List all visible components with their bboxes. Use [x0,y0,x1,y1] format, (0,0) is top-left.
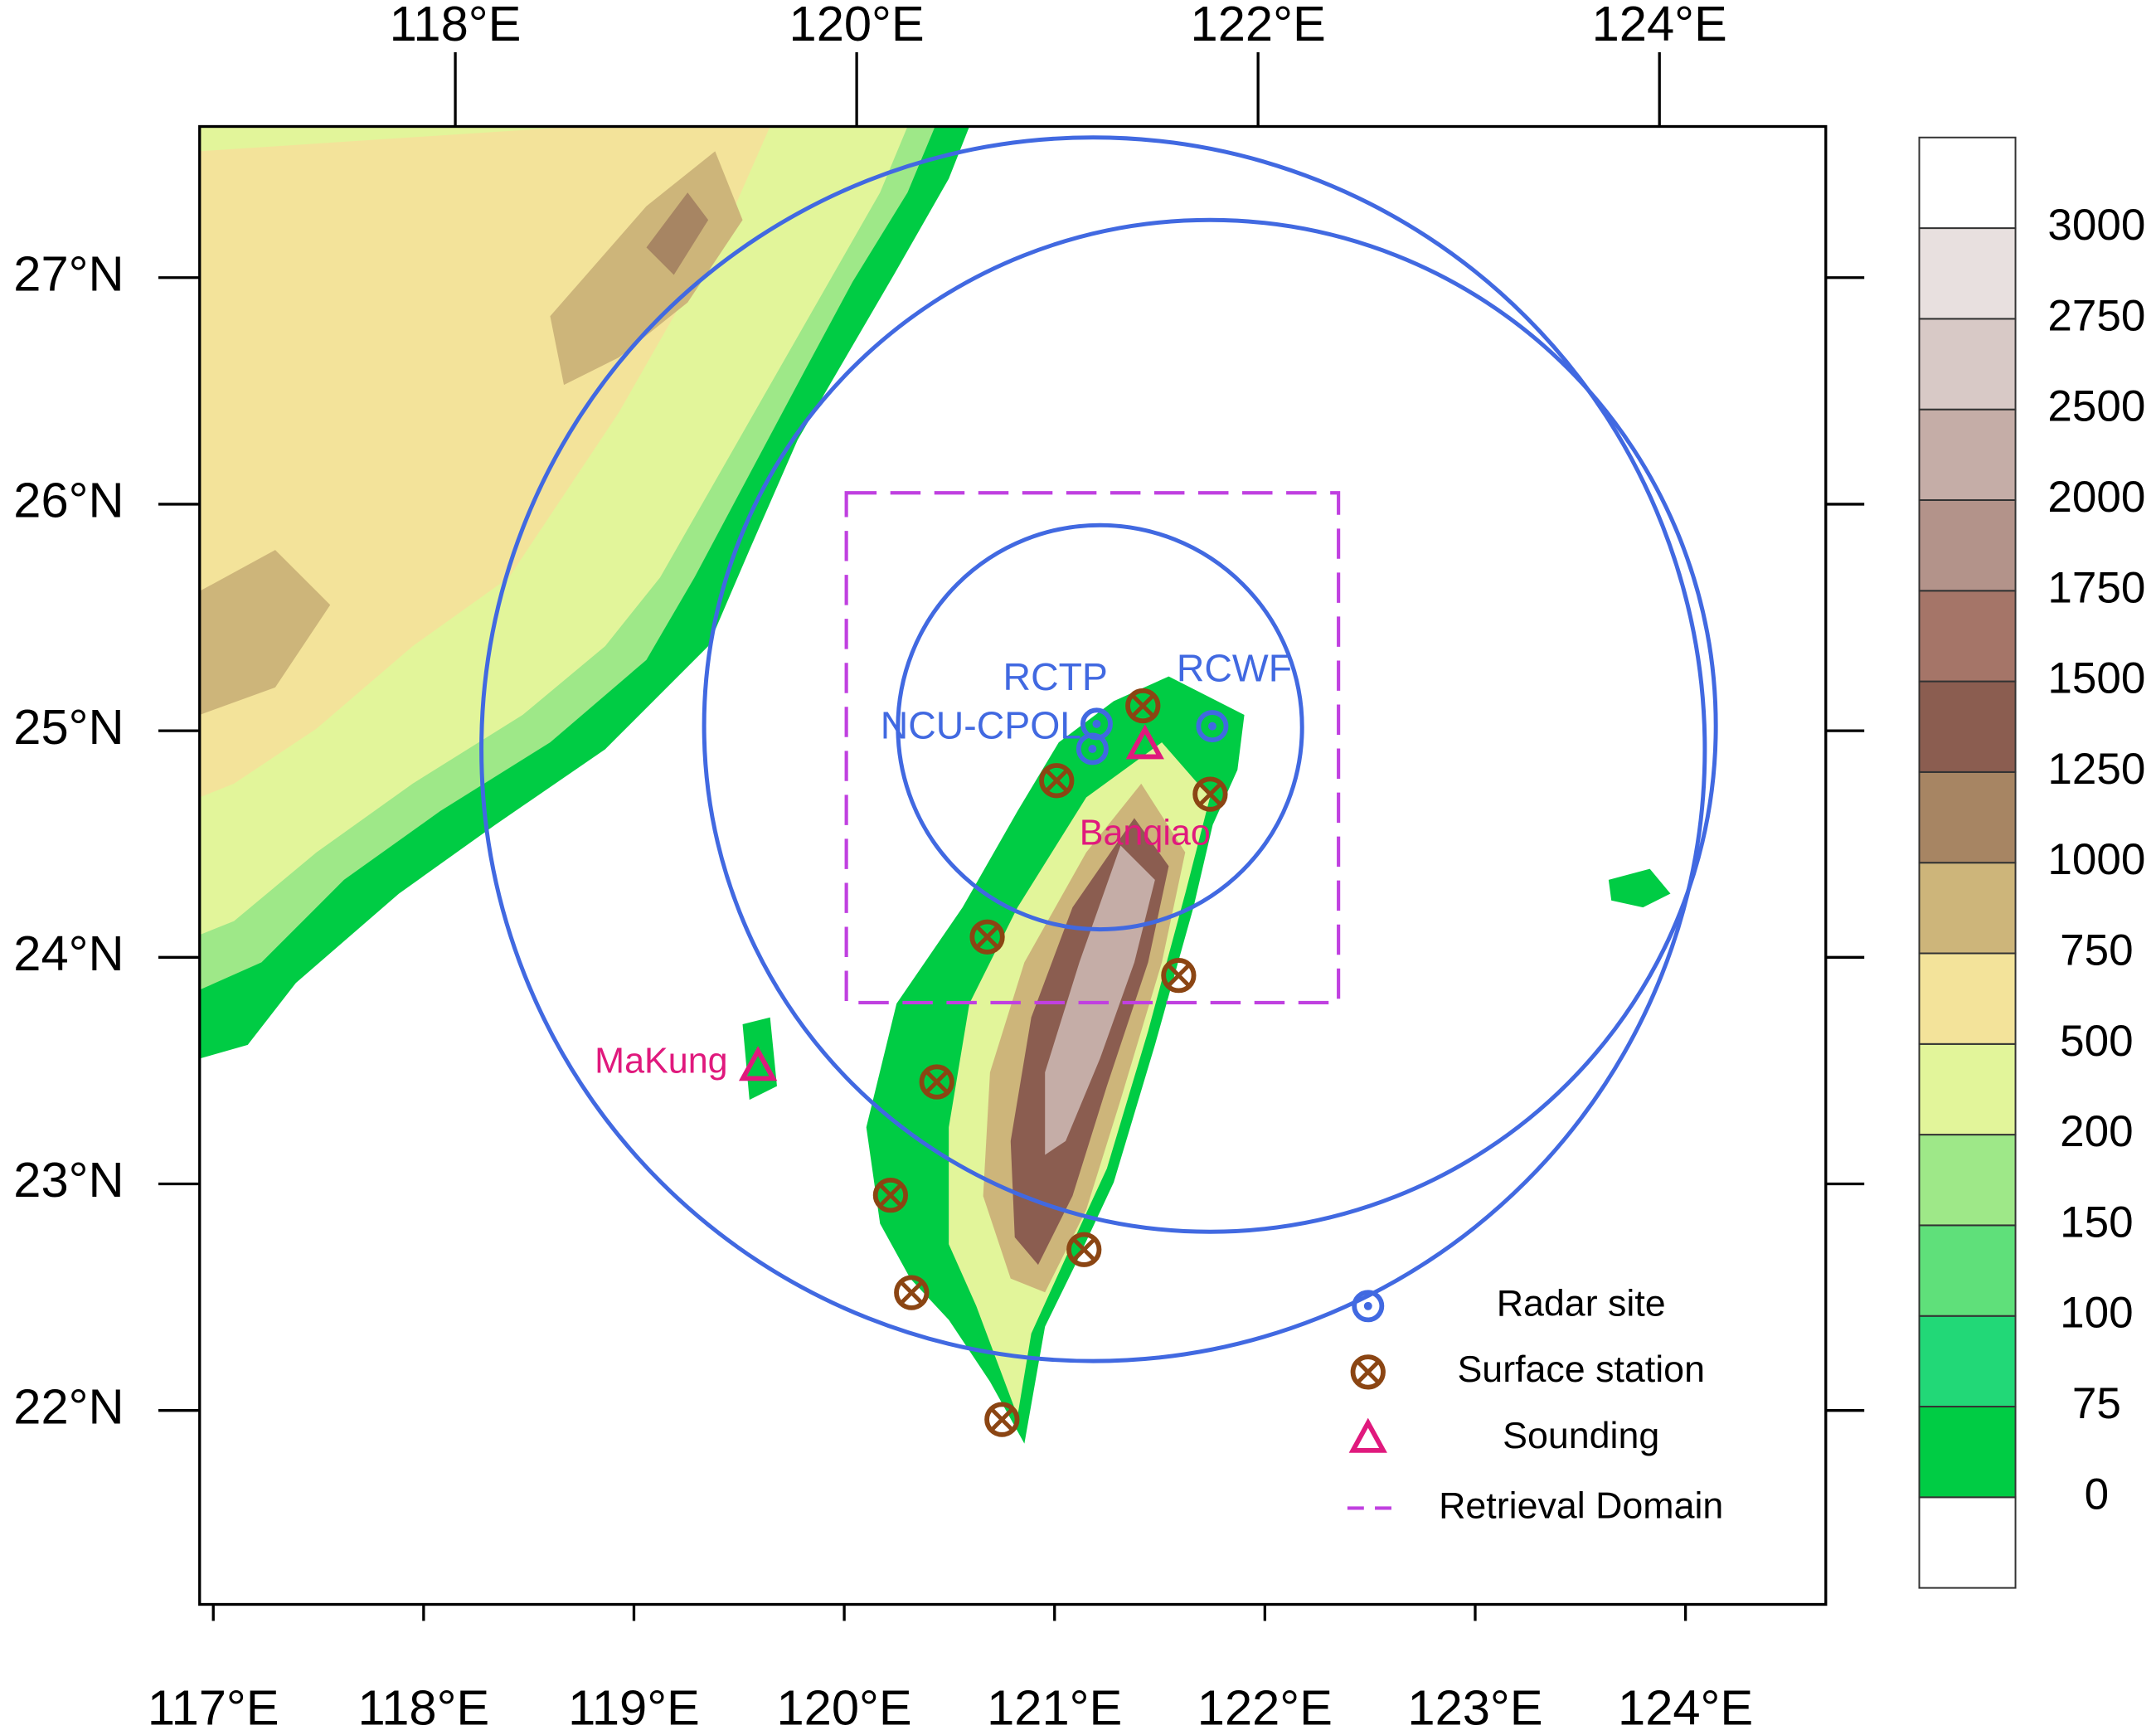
x-tick-label: 119°E [568,1680,700,1735]
colorbar-box [1918,1496,2017,1589]
radar-site [1196,710,1229,743]
surface-station [969,919,1005,955]
colorbar-box [1918,136,2017,230]
colorbar-label: 2000 [2047,473,2145,522]
colorbar-box [1918,498,2017,592]
surface-station [919,1064,954,1100]
colorbar-box [1918,408,2017,501]
colorbar-label: 500 [2060,1017,2133,1066]
land-china-peak [646,192,709,275]
colorbar-box [1918,1406,2017,1499]
colorbar-box [1918,227,2017,320]
colorbar-box [1918,1315,2017,1408]
radar-site [1352,1290,1385,1323]
colorbar-label: 0 [2085,1470,2110,1519]
colorbar-box [1918,1224,2017,1317]
legend-label: Sounding [1503,1415,1659,1456]
colorbar-label: 2500 [2047,382,2145,431]
surface-station [1161,958,1197,994]
legend-label: Radar site [1497,1283,1666,1324]
x-tick-label: 117°E [148,1680,279,1735]
range-rings [479,135,1718,1363]
y-tick-label: 23°N [13,1152,124,1208]
colorbar-box [1918,1042,2017,1136]
colorbar-label: 2750 [2047,291,2145,340]
surface-station [1066,1232,1102,1267]
radar-label: NCU-CPOL [881,703,1081,746]
radar-label: RCTP [1003,655,1108,698]
surface-station [1350,1354,1386,1390]
colorbar-label: 3000 [2047,201,2145,250]
colorbar-label: 75 [2072,1379,2121,1428]
surface-station [1192,776,1228,812]
colorbar-box [1918,680,2017,773]
x-tick-label: 118°E [357,1680,489,1735]
top-tick-label: 118°E [390,0,522,51]
colorbar-box [1918,590,2017,683]
land-yaeyama [1608,868,1671,908]
colorbar-label: 200 [2060,1107,2133,1156]
x-tick-label: 122°E [1197,1680,1333,1735]
radar-site [1076,732,1109,765]
colorbar-box [1918,952,2017,1045]
colorbar-label: 100 [2060,1289,2133,1338]
top-tick-label: 124°E [1592,0,1727,51]
y-tick-label: 24°N [13,926,124,981]
land-taiwan-peak [1045,845,1155,1155]
surface-station [1125,688,1161,724]
y-tick-label: 27°N [13,245,124,301]
surface-station [872,1178,909,1213]
sounding [738,1046,778,1081]
land-china-upland [199,550,331,715]
colorbar-box [1918,318,2017,411]
radar-label: RCWF [1177,647,1292,690]
range-ring [896,522,1304,932]
colorbar-label: 150 [2060,1198,2133,1247]
x-tick-label: 124°E [1618,1680,1753,1735]
colorbar-label: 1000 [2047,835,2145,884]
legend-label: Surface station [1457,1349,1705,1390]
x-tick-label: 123°E [1407,1680,1542,1735]
surface-station [1039,763,1075,799]
sounding-label: MaKung [595,1041,727,1081]
plot-frame [198,124,1828,1606]
range-ring [479,135,1707,1363]
x-tick-label: 120°E [777,1680,912,1735]
y-tick-label: 25°N [13,699,124,755]
range-ring [702,217,1718,1234]
top-tick-label: 120°E [789,0,925,51]
colorbar-label: 1500 [2047,654,2145,703]
sounding [1125,724,1164,760]
colorbar-box [1918,770,2017,864]
terrain [199,126,1671,1444]
y-tick-label: 26°N [13,473,124,528]
colorbar-label: 750 [2060,926,2133,975]
colorbar-box [1918,862,2017,955]
colorbar-box [1918,1134,2017,1227]
top-tick-label: 122°E [1191,0,1326,51]
legend-label: Retrieval Domain [1439,1485,1723,1526]
surface-station [894,1275,930,1310]
sounding [1348,1417,1387,1453]
y-tick-label: 22°N [13,1378,124,1434]
retrieval-domain [844,491,1341,1005]
colorbar-label: 1750 [2047,563,2145,612]
surface-station [984,1402,1020,1437]
sounding-label: Banqiao [1080,813,1211,853]
x-tick-label: 121°E [987,1680,1122,1735]
colorbar-label: 1250 [2047,745,2145,794]
